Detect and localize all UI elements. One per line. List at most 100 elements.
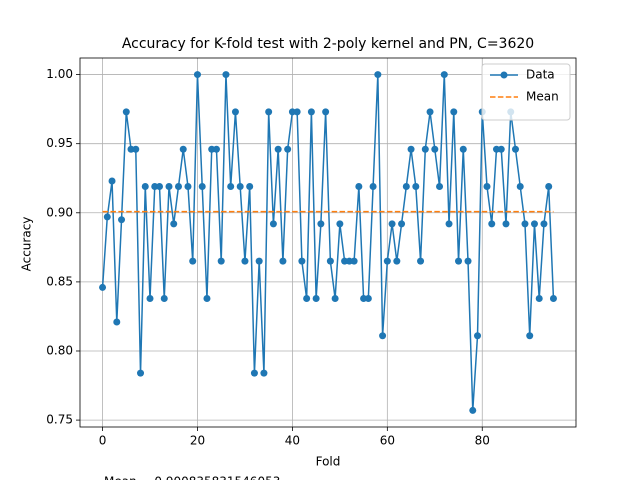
data-point xyxy=(407,145,415,153)
data-point xyxy=(502,220,510,228)
data-point xyxy=(469,406,477,414)
data-point xyxy=(516,183,524,191)
data-point xyxy=(455,257,463,265)
data-point xyxy=(374,71,382,79)
data-point xyxy=(474,332,482,340)
data-point xyxy=(99,283,107,291)
data-point xyxy=(440,71,448,79)
data-point xyxy=(103,213,111,221)
data-point xyxy=(212,145,220,153)
y-tick-label: 0.75 xyxy=(46,413,73,427)
data-point xyxy=(364,294,372,302)
data-point xyxy=(417,257,425,265)
data-point xyxy=(132,145,140,153)
data-point xyxy=(521,220,529,228)
data-point xyxy=(464,257,472,265)
data-point xyxy=(113,318,121,326)
data-point xyxy=(241,257,249,265)
data-point xyxy=(350,257,358,265)
data-point xyxy=(203,294,211,302)
data-point xyxy=(170,220,178,228)
data-point xyxy=(307,108,315,116)
data-point xyxy=(179,145,187,153)
data-point xyxy=(141,183,149,191)
data-point xyxy=(174,183,182,191)
data-point xyxy=(184,183,192,191)
data-point xyxy=(284,145,292,153)
data-point xyxy=(545,183,553,191)
data-point xyxy=(108,177,116,185)
x-tick-label: 60 xyxy=(380,434,395,448)
data-point xyxy=(189,257,197,265)
data-point xyxy=(193,71,201,79)
data-point xyxy=(526,332,534,340)
data-point xyxy=(317,220,325,228)
data-point xyxy=(260,369,268,377)
data-point xyxy=(336,220,344,228)
data-point xyxy=(355,183,363,191)
data-point xyxy=(383,257,391,265)
data-point xyxy=(265,108,273,116)
y-tick-label: 1.00 xyxy=(46,67,73,81)
data-point xyxy=(530,220,538,228)
data-point xyxy=(331,294,339,302)
series-line xyxy=(101,74,555,411)
data-point xyxy=(393,257,401,265)
data-point xyxy=(222,71,230,79)
data-point xyxy=(412,183,420,191)
data-point xyxy=(483,183,491,191)
x-tick-label: 80 xyxy=(475,434,490,448)
data-point xyxy=(279,257,287,265)
data-point xyxy=(156,183,164,191)
y-tick-label: 0.80 xyxy=(46,343,73,357)
x-tick-label: 40 xyxy=(285,434,300,448)
data-point xyxy=(398,220,406,228)
data-point xyxy=(326,257,334,265)
data-point xyxy=(118,216,126,224)
data-point xyxy=(298,257,306,265)
data-point xyxy=(137,369,145,377)
legend: Data Mean xyxy=(481,63,571,121)
data-point xyxy=(146,294,154,302)
data-point xyxy=(236,183,244,191)
data-point xyxy=(160,294,168,302)
y-tick-label: 0.95 xyxy=(46,136,73,150)
data-point xyxy=(549,294,557,302)
data-point xyxy=(535,294,543,302)
data-point xyxy=(497,145,505,153)
data-point xyxy=(426,108,434,116)
data-point xyxy=(255,257,263,265)
data-point xyxy=(511,145,519,153)
data-point xyxy=(459,145,467,153)
data-point xyxy=(231,108,239,116)
y-tick-label: 0.85 xyxy=(46,274,73,288)
data-point xyxy=(246,183,254,191)
data-point xyxy=(122,108,130,116)
legend-label: Mean xyxy=(526,90,559,104)
data-point xyxy=(402,183,410,191)
data-point xyxy=(250,369,258,377)
y-tick-label: 0.90 xyxy=(46,205,73,219)
x-axis-label: Fold xyxy=(316,455,341,469)
data-point xyxy=(198,183,206,191)
data-point xyxy=(322,108,330,116)
data-point xyxy=(450,108,458,116)
plot-frame xyxy=(79,57,577,428)
data-point xyxy=(421,145,429,153)
data-point xyxy=(540,220,548,228)
data-point xyxy=(488,220,496,228)
legend-marker xyxy=(500,71,508,79)
data-point xyxy=(269,220,277,228)
data-point xyxy=(369,183,377,191)
legend-label: Data xyxy=(526,68,555,82)
annotation: Mean = 0.900835831546053 xyxy=(104,475,280,480)
data-point xyxy=(312,294,320,302)
data-point xyxy=(165,183,173,191)
data-point xyxy=(293,108,301,116)
data-point xyxy=(445,220,453,228)
x-tick-label: 20 xyxy=(190,434,205,448)
data-point xyxy=(227,183,235,191)
data-point xyxy=(379,332,387,340)
data-point xyxy=(431,145,439,153)
